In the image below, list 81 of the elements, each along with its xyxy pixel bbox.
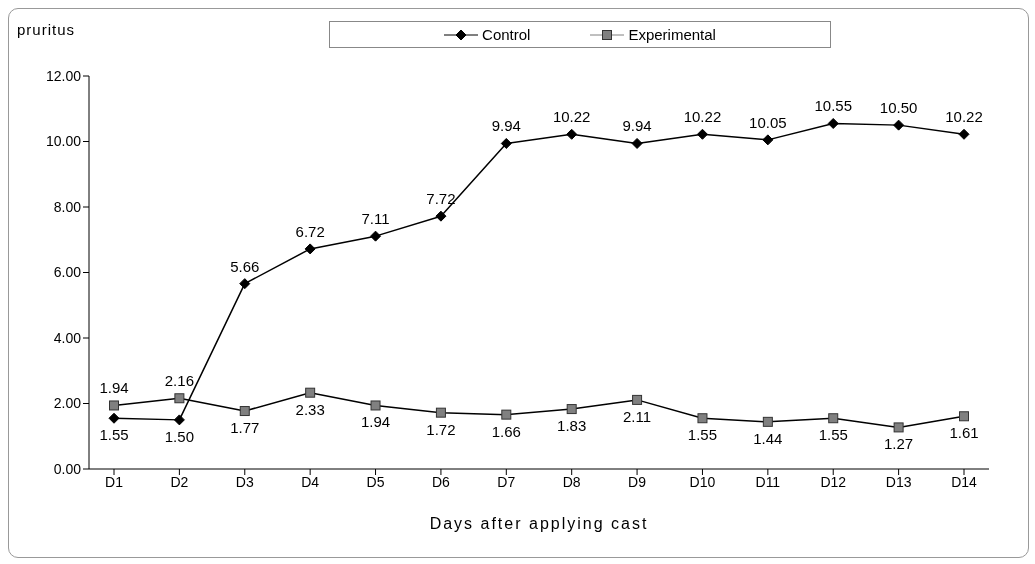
x-tick-label: D2: [170, 473, 189, 490]
x-axis-title: Days after applying cast: [429, 515, 649, 532]
point: [828, 413, 839, 424]
x-tick-label: D11: [755, 473, 781, 490]
point: [827, 117, 839, 129]
data-label: 6.72: [295, 222, 325, 240]
data-label: 1.55: [687, 426, 718, 444]
x-tick-label: D4: [301, 473, 320, 490]
point: [893, 422, 904, 433]
data-label: 10.22: [683, 108, 722, 126]
data-label: 1.83: [557, 417, 587, 435]
point: [305, 387, 316, 398]
data-label: 7.72: [426, 190, 456, 208]
x-tick-label: D7: [497, 473, 516, 490]
point: [959, 411, 969, 422]
point: [109, 400, 119, 411]
y-tick-label: 8.00: [53, 198, 82, 215]
point: [108, 412, 120, 424]
point: [697, 413, 708, 424]
y-tick-label: 2.00: [53, 395, 82, 412]
point: [696, 128, 708, 140]
data-label: 10.55: [814, 97, 852, 115]
x-tick-label: D14: [951, 473, 978, 490]
point: [501, 409, 512, 420]
data-label: 1.44: [753, 429, 783, 447]
data-label: 9.94: [622, 117, 652, 135]
x-tick-label: D10: [689, 473, 716, 490]
point: [632, 394, 643, 405]
data-label: 10.22: [552, 108, 591, 126]
data-label: 1.94: [360, 413, 391, 431]
x-tick-label: D12: [820, 473, 847, 490]
data-label: 2.33: [295, 400, 325, 418]
x-tick-label: D13: [885, 473, 912, 490]
x-tick-label: D9: [628, 473, 647, 490]
y-tick-label: 0.00: [53, 460, 82, 477]
point: [370, 230, 382, 242]
point: [762, 416, 773, 427]
point: [631, 137, 643, 149]
point: [304, 243, 316, 255]
data-label: 2.11: [623, 407, 652, 425]
x-tick-label: D1: [105, 473, 124, 490]
point: [566, 128, 578, 140]
point: [762, 134, 774, 146]
data-label: 10.50: [879, 99, 918, 117]
point: [958, 128, 970, 140]
data-label: 1.72: [426, 420, 456, 438]
data-label: 9.94: [491, 117, 521, 135]
point: [566, 404, 577, 415]
data-label: 1.94: [99, 379, 129, 397]
point: [239, 406, 250, 417]
x-tick-label: D6: [431, 473, 451, 490]
legend-label: Control: [482, 26, 531, 43]
y-tick-label: 6.00: [53, 264, 82, 281]
y-tick-label: 10.00: [45, 133, 82, 150]
data-label: 1.55: [818, 426, 848, 444]
data-label: 1.77: [230, 419, 260, 437]
y-axis-title: pruritus: [17, 21, 76, 38]
point: [500, 137, 512, 149]
point: [174, 393, 185, 404]
y-tick-label: 12.00: [45, 67, 82, 84]
point: [239, 278, 251, 290]
data-label: 1.66: [491, 422, 521, 440]
data-label: 1.27: [884, 435, 914, 453]
data-label: 10.22: [945, 108, 983, 126]
data-label: 10.05: [749, 113, 787, 131]
legend-label: Experimental: [628, 26, 716, 43]
point: [370, 400, 381, 411]
x-tick-label: D3: [235, 473, 254, 490]
x-tick-label: D5: [366, 473, 385, 490]
y-tick-label: 4.00: [53, 329, 82, 346]
data-label: 7.11: [361, 210, 390, 228]
data-label: 1.55: [99, 426, 129, 444]
data-label: 1.50: [164, 427, 194, 445]
point: [893, 119, 905, 131]
point: [435, 210, 447, 222]
data-label: 5.66: [230, 257, 260, 275]
data-label: 2.16: [164, 372, 194, 390]
point: [435, 407, 446, 418]
point: [173, 414, 185, 426]
x-tick-label: D8: [562, 473, 581, 490]
data-label: 1.61: [949, 424, 979, 442]
